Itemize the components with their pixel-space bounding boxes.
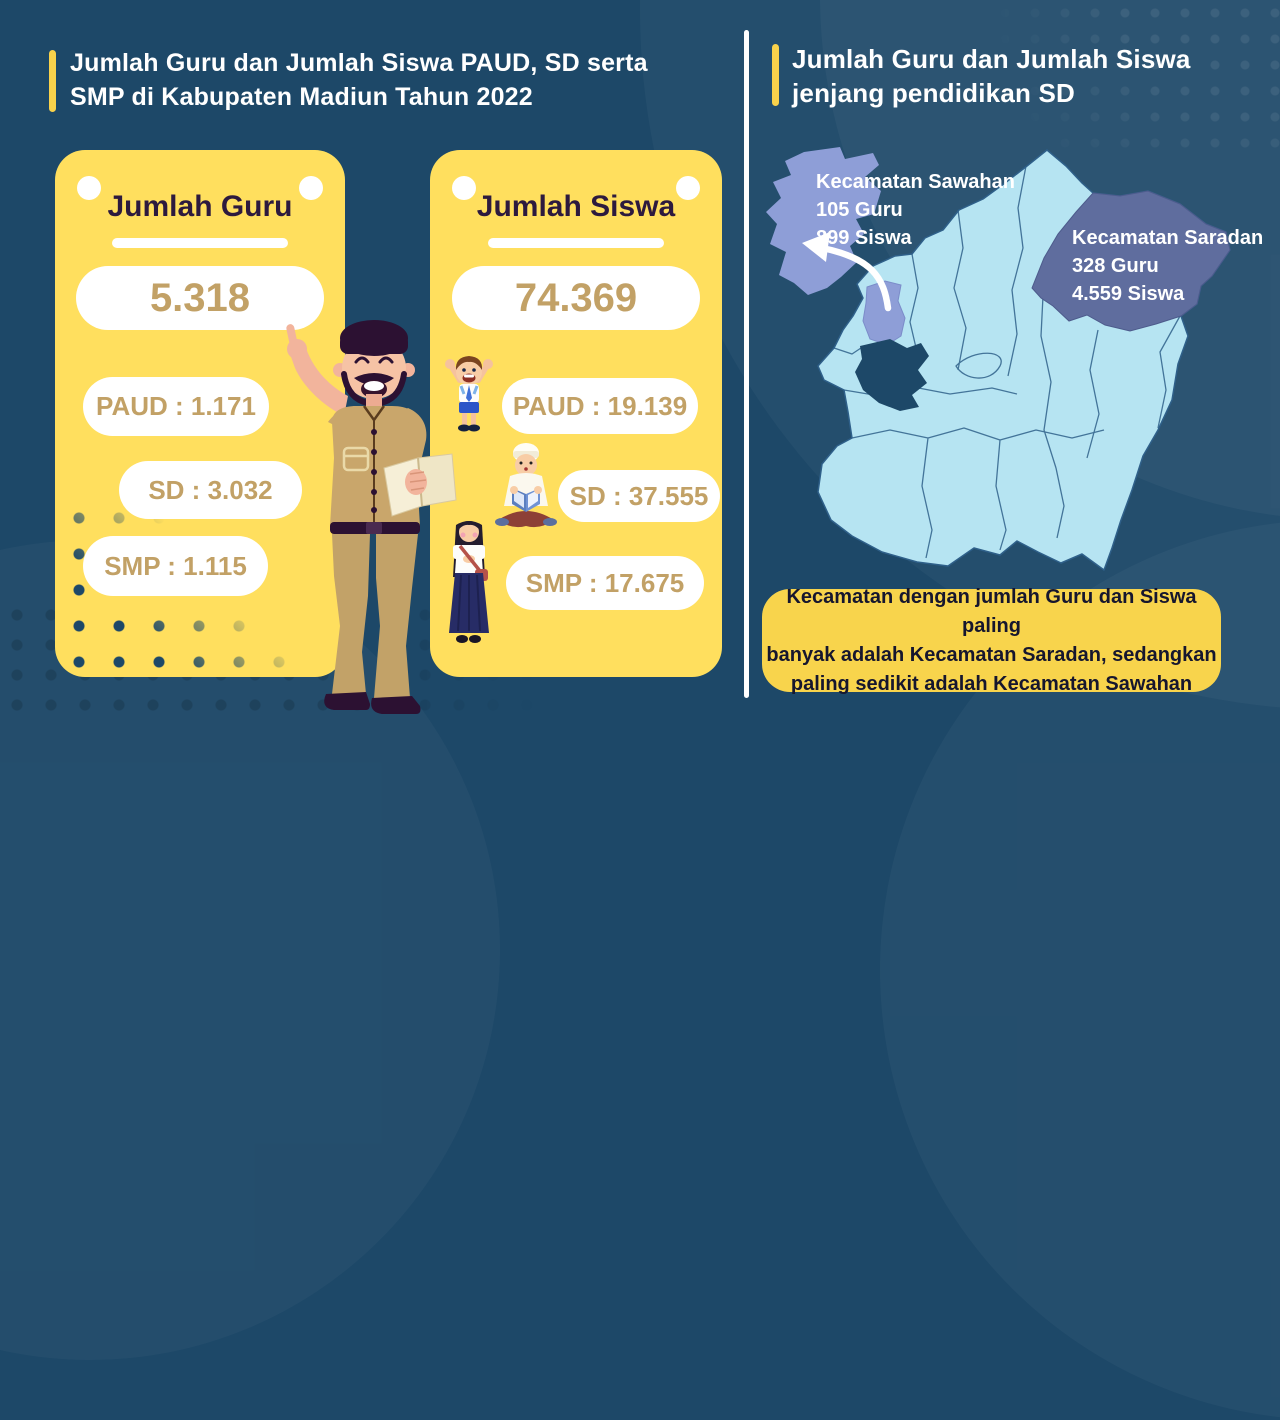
saradan-name: Kecamatan Saradan <box>1072 227 1264 249</box>
saradan-label: Kecamatan Saradan 328 Guru 4.559 Siswa <box>1072 224 1263 308</box>
region-city-cutout <box>855 339 929 411</box>
left-panel-title: Jumlah Guru dan Jumlah Siswa PAUD, SD se… <box>70 46 648 114</box>
siswa-total-pill: 74.369 <box>452 266 700 330</box>
siswa-paud-pill: PAUD : 19.139 <box>502 378 698 434</box>
conclusion-note: Kecamatan dengan jumlah Guru dan Siswa p… <box>762 586 1221 695</box>
guru-card-title: Jumlah Guru <box>107 190 293 223</box>
card-hole-left <box>452 176 476 200</box>
sawahan-name: Kecamatan Sawahan <box>816 171 1015 193</box>
left-title-line2: SMP di Kabupaten Madiun Tahun 2022 <box>70 83 533 111</box>
right-title-line2: jenjang pendidikan SD <box>792 78 1076 108</box>
guru-paud-pill: PAUD : 1.171 <box>83 377 269 436</box>
note-line3: paling sedikit adalah Kecamatan Sawahan <box>790 672 1193 695</box>
card-hole-left <box>77 176 101 200</box>
sawahan-arrow <box>818 244 892 312</box>
guru-smp-pill: SMP : 1.115 <box>83 536 268 596</box>
sawahan-siswa: 899 Siswa <box>816 227 912 249</box>
right-title-line1: Jumlah Guru dan Jumlah Siswa <box>792 44 1191 74</box>
guru-sd-pill: SD : 3.032 <box>119 461 302 519</box>
dot-pattern-top-right <box>960 0 1280 160</box>
panel-divider <box>744 30 749 698</box>
right-panel-title: Jumlah Guru dan Jumlah Siswa jenjang pen… <box>792 42 1191 110</box>
siswa-card-underline <box>488 238 664 248</box>
reading-student-illustration <box>495 443 557 528</box>
note-line1: Kecamatan dengan jumlah Guru dan Siswa p… <box>786 585 1197 637</box>
siswa-card: Jumlah Siswa 74.369 PAUD : 19.139 SD : 3… <box>430 150 722 677</box>
siswa-card-title: Jumlah Siswa <box>476 190 676 223</box>
guru-card-underline <box>112 238 288 248</box>
siswa-sd-pill: SD : 37.555 <box>558 470 720 522</box>
sawahan-guru: 105 Guru <box>816 199 903 221</box>
madiun-regency-map <box>766 147 1231 571</box>
teacher-illustration <box>286 320 457 714</box>
guru-total-pill: 5.318 <box>76 266 324 330</box>
siswa-smp-pill: SMP : 17.675 <box>506 556 704 610</box>
note-line2: banyak adalah Kecamatan Saradan, sedangk… <box>766 643 1217 666</box>
left-title-accent-bar <box>49 50 56 112</box>
card-hole-right <box>299 176 323 200</box>
cheering-student-illustration <box>445 356 493 432</box>
sawahan-arrowhead <box>802 232 830 262</box>
sawahan-label: Kecamatan Sawahan 105 Guru 899 Siswa <box>816 168 1015 252</box>
left-title-line1: Jumlah Guru dan Jumlah Siswa PAUD, SD se… <box>70 49 648 77</box>
girl-student-illustration <box>449 521 489 643</box>
region-sawahan <box>862 280 906 346</box>
card-hole-right <box>676 176 700 200</box>
saradan-siswa: 4.559 Siswa <box>1072 283 1185 305</box>
guru-card: Jumlah Guru 5.318 PAUD : 1.171 SD : 3.03… <box>55 150 345 677</box>
region-saradan <box>1031 190 1231 332</box>
saradan-guru: 328 Guru <box>1072 255 1159 277</box>
right-title-accent-bar <box>772 44 779 106</box>
